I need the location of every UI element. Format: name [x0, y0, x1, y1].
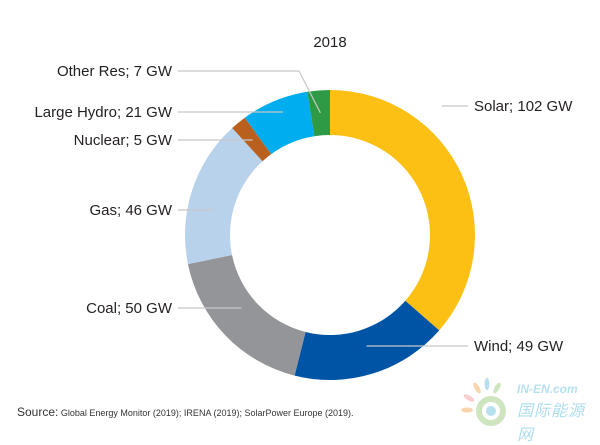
- label-nuclear: Nuclear; 5 GW: [74, 132, 173, 149]
- label-other-res: Other Res; 7 GW: [57, 63, 173, 80]
- leader-lines: [178, 70, 468, 347]
- slice-solar: [330, 90, 475, 331]
- slice-gas: [185, 127, 263, 265]
- slice-labels: Solar; 102 GW Wind; 49 GW Coal; 50 GW Gas; …: [34, 63, 573, 355]
- label-large-hydro: Large Hydro; 21 GW: [34, 104, 172, 121]
- label-coal: Coal; 50 GW: [86, 300, 173, 317]
- slice-large-hydro: [244, 91, 315, 155]
- leader-line-other-res: [178, 70, 321, 114]
- label-solar: Solar; 102 GW: [474, 98, 573, 115]
- slice-wind: [294, 300, 440, 380]
- watermark-logo: IN-EN.com 国际能源网: [455, 378, 600, 444]
- slice-coal: [187, 255, 306, 376]
- source-note: Source: Global Energy Monitor (2019); IR…: [17, 405, 354, 419]
- donut-chart: 2018 Solar; 102 GW Wind; 49 GW Coal; 50 GW…: [34, 34, 573, 380]
- source-label: Source:: [17, 405, 59, 419]
- sun-logo-icon: [461, 378, 506, 426]
- label-gas: Gas; 46 GW: [89, 202, 172, 219]
- watermark-line2: 国际能源网: [517, 401, 586, 444]
- watermark-line1: IN-EN.com: [517, 382, 578, 396]
- chart-title: 2018: [313, 34, 346, 51]
- source-text: Global Energy Monitor (2019); IRENA (201…: [60, 408, 354, 418]
- label-wind: Wind; 49 GW: [474, 338, 564, 355]
- slice-other-res: [307, 90, 330, 137]
- donut-slices: [185, 90, 475, 380]
